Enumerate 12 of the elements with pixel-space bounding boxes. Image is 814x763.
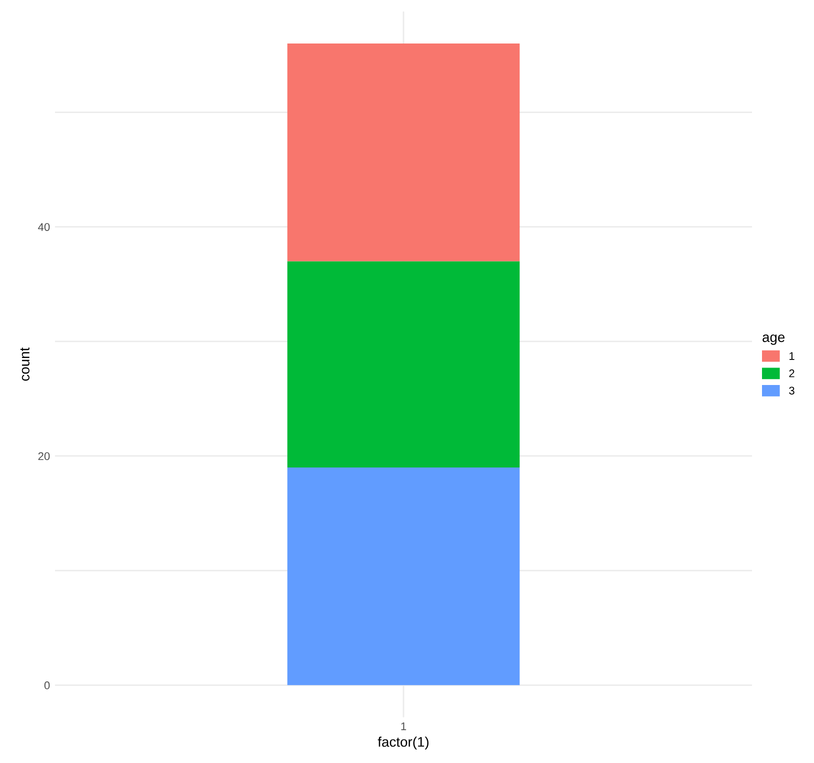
legend-label: 2 bbox=[789, 369, 794, 378]
y-tick-label: 20 bbox=[38, 452, 50, 460]
bar bbox=[287, 44, 520, 262]
y-tick-label: 0 bbox=[44, 681, 50, 690]
bar bbox=[287, 467, 520, 686]
legend-label: 3 bbox=[789, 386, 794, 395]
legend-label: 1 bbox=[790, 352, 794, 360]
x-axis-title: factor(1) bbox=[378, 736, 428, 750]
y-tick-label: 40 bbox=[38, 223, 50, 231]
y-axis-title: count bbox=[20, 347, 30, 381]
legend-title: age bbox=[762, 334, 785, 345]
bar bbox=[287, 261, 520, 468]
